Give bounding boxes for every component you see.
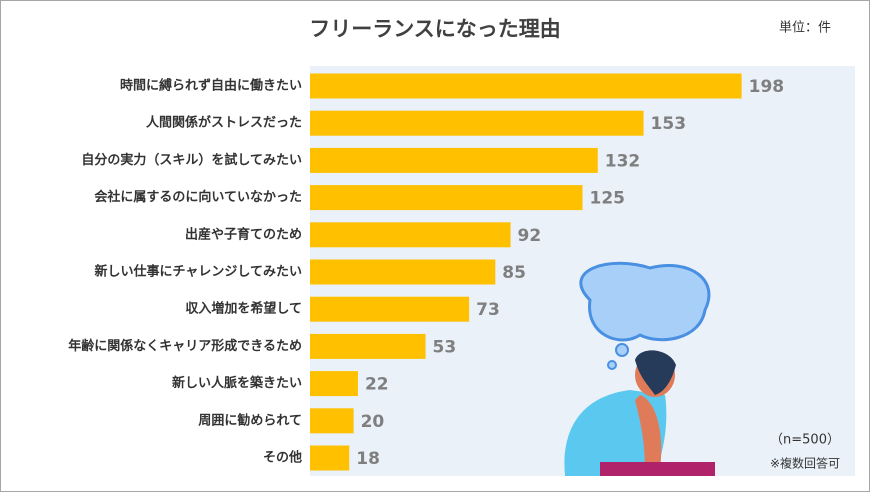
- bar: [310, 408, 354, 434]
- value-label: 20: [361, 412, 385, 432]
- bar: [310, 73, 742, 99]
- y-tick-label: 年齢に関係なくキャリア形成できるため: [68, 338, 302, 354]
- unit-label: 単位：件: [779, 20, 831, 36]
- y-tick-label: 時間に縛られず自由に働きたい: [120, 78, 302, 94]
- bar: [310, 147, 598, 173]
- y-tick-label: 収入増加を希望して: [185, 301, 302, 317]
- bar: [310, 185, 583, 211]
- bar: [310, 445, 350, 471]
- illustration: [564, 261, 715, 476]
- value-label: 22: [365, 375, 389, 395]
- chart-title: フリーランスになった理由: [309, 17, 561, 41]
- bar: [310, 110, 644, 136]
- value-label: 153: [651, 114, 687, 134]
- value-label: 73: [476, 300, 500, 320]
- sample-note: （n=500）: [770, 433, 840, 448]
- bar: [310, 296, 470, 322]
- y-tick-label: 新しい仕事にチャレンジしてみたい: [95, 264, 302, 280]
- multi-answer-note: ※複数回答可: [770, 456, 840, 471]
- y-tick-label: その他: [263, 450, 302, 466]
- y-tick-label: 会社に属するのに向いていなかった: [94, 189, 302, 205]
- y-tick-label: 周囲に勧められて: [198, 412, 302, 428]
- value-label: 132: [605, 151, 641, 171]
- value-label: 18: [356, 449, 380, 469]
- y-tick-label: 自分の実力（スキル）を試してみたい: [81, 152, 302, 168]
- bar: [310, 371, 358, 397]
- value-label: 92: [518, 226, 542, 246]
- bar: [310, 259, 496, 285]
- y-tick-label: 新しい人脈を築きたい: [172, 375, 302, 391]
- bar: [310, 333, 426, 359]
- value-label: 85: [502, 263, 526, 283]
- y-tick-label: 出産や子育てのため: [185, 226, 302, 242]
- value-label: 198: [749, 77, 785, 97]
- y-tick-label: 人間関係がストレスだった: [146, 115, 302, 131]
- value-label: 125: [590, 189, 626, 209]
- bar: [310, 222, 511, 248]
- value-label: 53: [433, 337, 457, 357]
